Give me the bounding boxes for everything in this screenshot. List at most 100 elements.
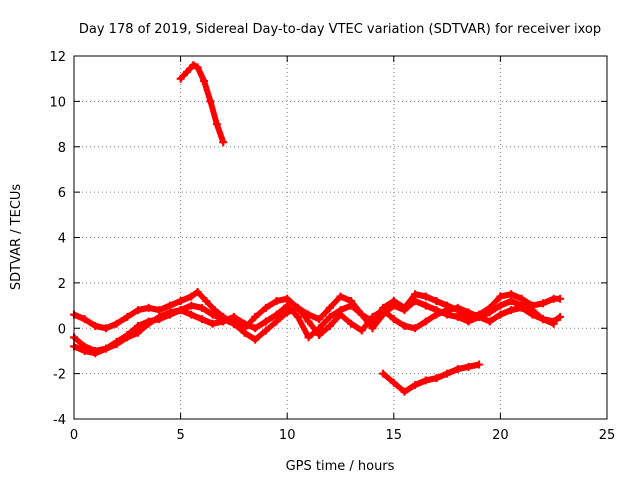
data-point — [155, 306, 164, 315]
data-point — [411, 297, 420, 306]
plot-frame — [73, 55, 608, 420]
data-point — [229, 312, 238, 321]
data-point — [496, 310, 505, 319]
data-point — [539, 315, 548, 324]
data-point — [193, 287, 202, 296]
data-point — [464, 317, 473, 326]
data-point — [293, 312, 302, 321]
data-point — [283, 294, 292, 303]
data-point — [212, 120, 221, 129]
data-point — [517, 294, 526, 303]
data-point — [400, 306, 409, 315]
data-point — [421, 317, 430, 326]
data-point — [421, 292, 430, 301]
data-point — [133, 306, 142, 315]
data-point — [165, 310, 174, 319]
data-point — [432, 374, 441, 383]
data-point — [549, 319, 558, 328]
data-point — [197, 315, 206, 324]
data-point — [325, 312, 334, 321]
data-point — [443, 310, 452, 319]
data-point — [379, 369, 388, 378]
data-point — [485, 308, 494, 317]
data-point — [475, 312, 484, 321]
data-point — [187, 310, 196, 319]
data-point — [251, 324, 260, 333]
series-line — [177, 62, 227, 146]
data-point — [261, 303, 270, 312]
data-point — [229, 319, 238, 328]
y-tick-label: 8 — [58, 141, 66, 156]
data-point — [507, 306, 516, 315]
data-point — [101, 344, 110, 353]
data-point — [123, 331, 132, 340]
data-point — [133, 328, 142, 337]
data-point — [411, 290, 420, 299]
data-point — [389, 315, 398, 324]
data-point — [368, 312, 377, 321]
data-point — [517, 301, 526, 310]
data-point — [475, 360, 484, 369]
data-point — [283, 301, 292, 310]
data-point — [272, 297, 281, 306]
data-point — [176, 297, 185, 306]
data-point — [91, 321, 100, 330]
data-point — [187, 292, 196, 301]
data-point — [400, 387, 409, 396]
data-point — [507, 297, 516, 306]
series-arc-high — [176, 61, 228, 147]
data-point — [336, 306, 345, 315]
data-point — [251, 335, 260, 344]
data-point — [219, 317, 228, 326]
data-point — [379, 310, 388, 319]
chart-title: Day 178 of 2019, Sidereal Day-to-day VTE… — [79, 22, 601, 37]
data-point — [144, 317, 153, 326]
data-point — [91, 349, 100, 358]
series-arc-low — [379, 360, 484, 396]
data-point — [200, 76, 209, 85]
data-point — [193, 63, 202, 72]
x-tick-label: 25 — [599, 428, 616, 443]
data-point — [176, 306, 185, 315]
axis-ticks: 0 5 10 15 20 25 -4 -2 0 2 4 6 8 10 12 — [49, 50, 615, 443]
data-point — [496, 292, 505, 301]
data-point — [507, 290, 516, 299]
data-point — [496, 301, 505, 310]
data-point — [464, 362, 473, 371]
data-point — [182, 67, 191, 76]
data-point — [293, 303, 302, 312]
data-point — [411, 324, 420, 333]
data-point — [556, 312, 565, 321]
data-point — [357, 326, 366, 335]
data-point — [133, 321, 142, 330]
data-point — [325, 321, 334, 330]
y-tick-label: -2 — [53, 368, 66, 383]
data-point — [112, 337, 121, 346]
data-series — [70, 61, 565, 396]
y-tick-label: -4 — [53, 413, 66, 428]
data-point — [464, 308, 473, 317]
y-tick-label: 10 — [49, 95, 66, 110]
data-point — [389, 378, 398, 387]
data-point — [432, 306, 441, 315]
data-point — [347, 319, 356, 328]
data-point — [315, 324, 324, 333]
data-point — [304, 333, 313, 342]
data-point — [202, 297, 211, 306]
series-arc-C — [70, 297, 558, 358]
data-point — [272, 317, 281, 326]
data-point — [453, 312, 462, 321]
y-tick-label: 4 — [58, 232, 66, 247]
data-point — [176, 74, 185, 83]
y-tick-label: 2 — [58, 277, 66, 292]
data-point — [421, 301, 430, 310]
data-point — [336, 292, 345, 301]
data-point — [251, 312, 260, 321]
data-point — [315, 331, 324, 340]
data-point — [528, 306, 537, 315]
y-tick-label: 6 — [58, 186, 66, 201]
data-point — [411, 380, 420, 389]
data-point — [368, 324, 377, 333]
x-axis-label: GPS time / hours — [286, 459, 395, 474]
data-point — [189, 61, 198, 70]
